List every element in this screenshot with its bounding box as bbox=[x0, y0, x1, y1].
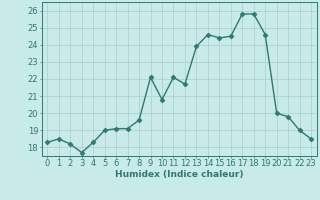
X-axis label: Humidex (Indice chaleur): Humidex (Indice chaleur) bbox=[115, 170, 244, 179]
